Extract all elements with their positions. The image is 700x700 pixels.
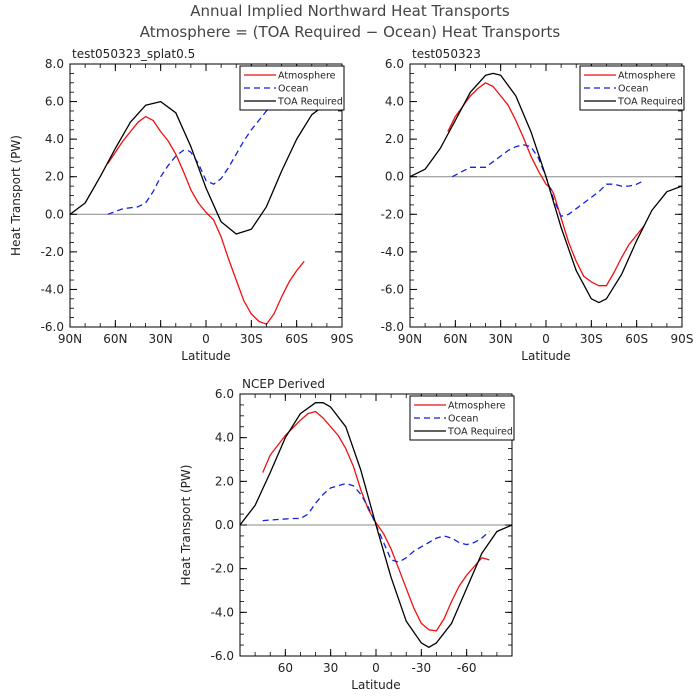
y-tick-label: -8.0 [381,320,404,334]
legend: Atmosphere Ocean TOA Required [579,65,685,111]
series-ocean [451,144,645,217]
x-tick-label: -60 [457,661,477,675]
legend-label: TOA Required [617,97,683,108]
panel-test050323: test0503236.04.02.00.0-2.0-4.0-6.0-8.090… [381,47,694,363]
y-tick-label: 4.0 [385,95,404,109]
x-tick-label: 90N [398,332,422,346]
x-tick-label: 90S [671,332,694,346]
y-tick-label: -6.0 [41,320,64,334]
y-tick-label: 0.0 [45,207,64,221]
y-tick-label: 4.0 [215,431,234,445]
legend-label: TOA Required [447,427,513,438]
panel-title: test050323_splat0.5 [72,47,195,61]
x-tick-label: 30N [489,332,513,346]
y-tick-label: 8.0 [45,57,64,71]
x-tick-label: 60S [285,332,308,346]
legend-label: Ocean [448,414,478,425]
x-axis-label: Latitude [181,349,230,363]
y-tick-label: -2.0 [381,207,404,221]
y-tick-label: 4.0 [45,132,64,146]
series-toa-required [70,100,342,235]
series-atmosphere [262,410,490,632]
x-axis-label: Latitude [521,349,570,363]
legend-label: Atmosphere [278,71,336,82]
panel-title: test050323 [412,47,481,61]
figure-title-line1: Annual Implied Northward Heat Transports [190,2,510,20]
panel-test050323-splat0.5: test050323_splat0.5 8.0 6.0 4.0 2.0 0.0 -2.0 -4… [9,47,353,363]
y-tick-label: 2.0 [385,132,404,146]
x-tick-label: 90N [58,332,82,346]
legend-label: Ocean [278,84,308,95]
x-tick-label: 30S [580,332,603,346]
series-toa-required [240,402,512,648]
x-tick-label: 0 [542,332,550,346]
x-tick-label: 60 [278,661,293,675]
series-ocean [262,482,490,563]
legend-label: Atmosphere [448,401,506,412]
legend-label: TOA Required [277,97,343,108]
y-tick-label: -2.0 [41,245,64,259]
legend: Atmosphere Ocean TOA Required [239,65,345,111]
y-tick-label: 2.0 [215,474,234,488]
series-atmosphere [447,82,645,287]
y-tick-label: 6.0 [45,95,64,109]
legend-label: Ocean [618,84,648,95]
legend-label: Atmosphere [618,71,676,82]
y-tick-label: -4.0 [211,605,234,619]
y-tick-label: -4.0 [41,282,64,296]
panel-ncep-derived: NCEP Derived 6.0 4.0 2.0 0.0 -2.0 -4.0 -6.0 60 30… [179,377,515,692]
y-tick-label: -6.0 [211,649,234,663]
y-tick-label: -4.0 [381,245,404,259]
legend: Atmosphere Ocean TOA Required [409,395,515,441]
panel-title: NCEP Derived [242,377,325,391]
y-tick-label: -2.0 [211,562,234,576]
y-tick-label: 2.0 [45,170,64,184]
series-toa-required [410,72,682,304]
x-tick-label: 30 [323,661,338,675]
y-axis-label: Heat Transport (PW) [9,135,23,256]
y-tick-label: 0.0 [385,170,404,184]
y-tick-label: 0.0 [215,518,234,532]
x-tick-label: -30 [412,661,432,675]
figure-title-line2: Atmosphere = (TOA Required − Ocean) Heat… [140,23,561,41]
x-tick-label: 0 [372,661,380,675]
y-axis-label: Heat Transport (PW) [179,465,193,586]
x-tick-label: 30N [149,332,173,346]
x-axis-label: Latitude [351,678,400,692]
y-tick-label: -6.0 [381,282,404,296]
x-tick-label: 90S [331,332,354,346]
x-tick-label: 0 [202,332,210,346]
x-tick-label: 60S [625,332,648,346]
y-tick-label: 6.0 [385,57,404,71]
x-tick-label: 60N [443,332,467,346]
series-atmosphere [107,115,305,325]
x-tick-label: 30S [240,332,263,346]
x-tick-label: 60N [103,332,127,346]
y-tick-label: 6.0 [215,387,234,401]
